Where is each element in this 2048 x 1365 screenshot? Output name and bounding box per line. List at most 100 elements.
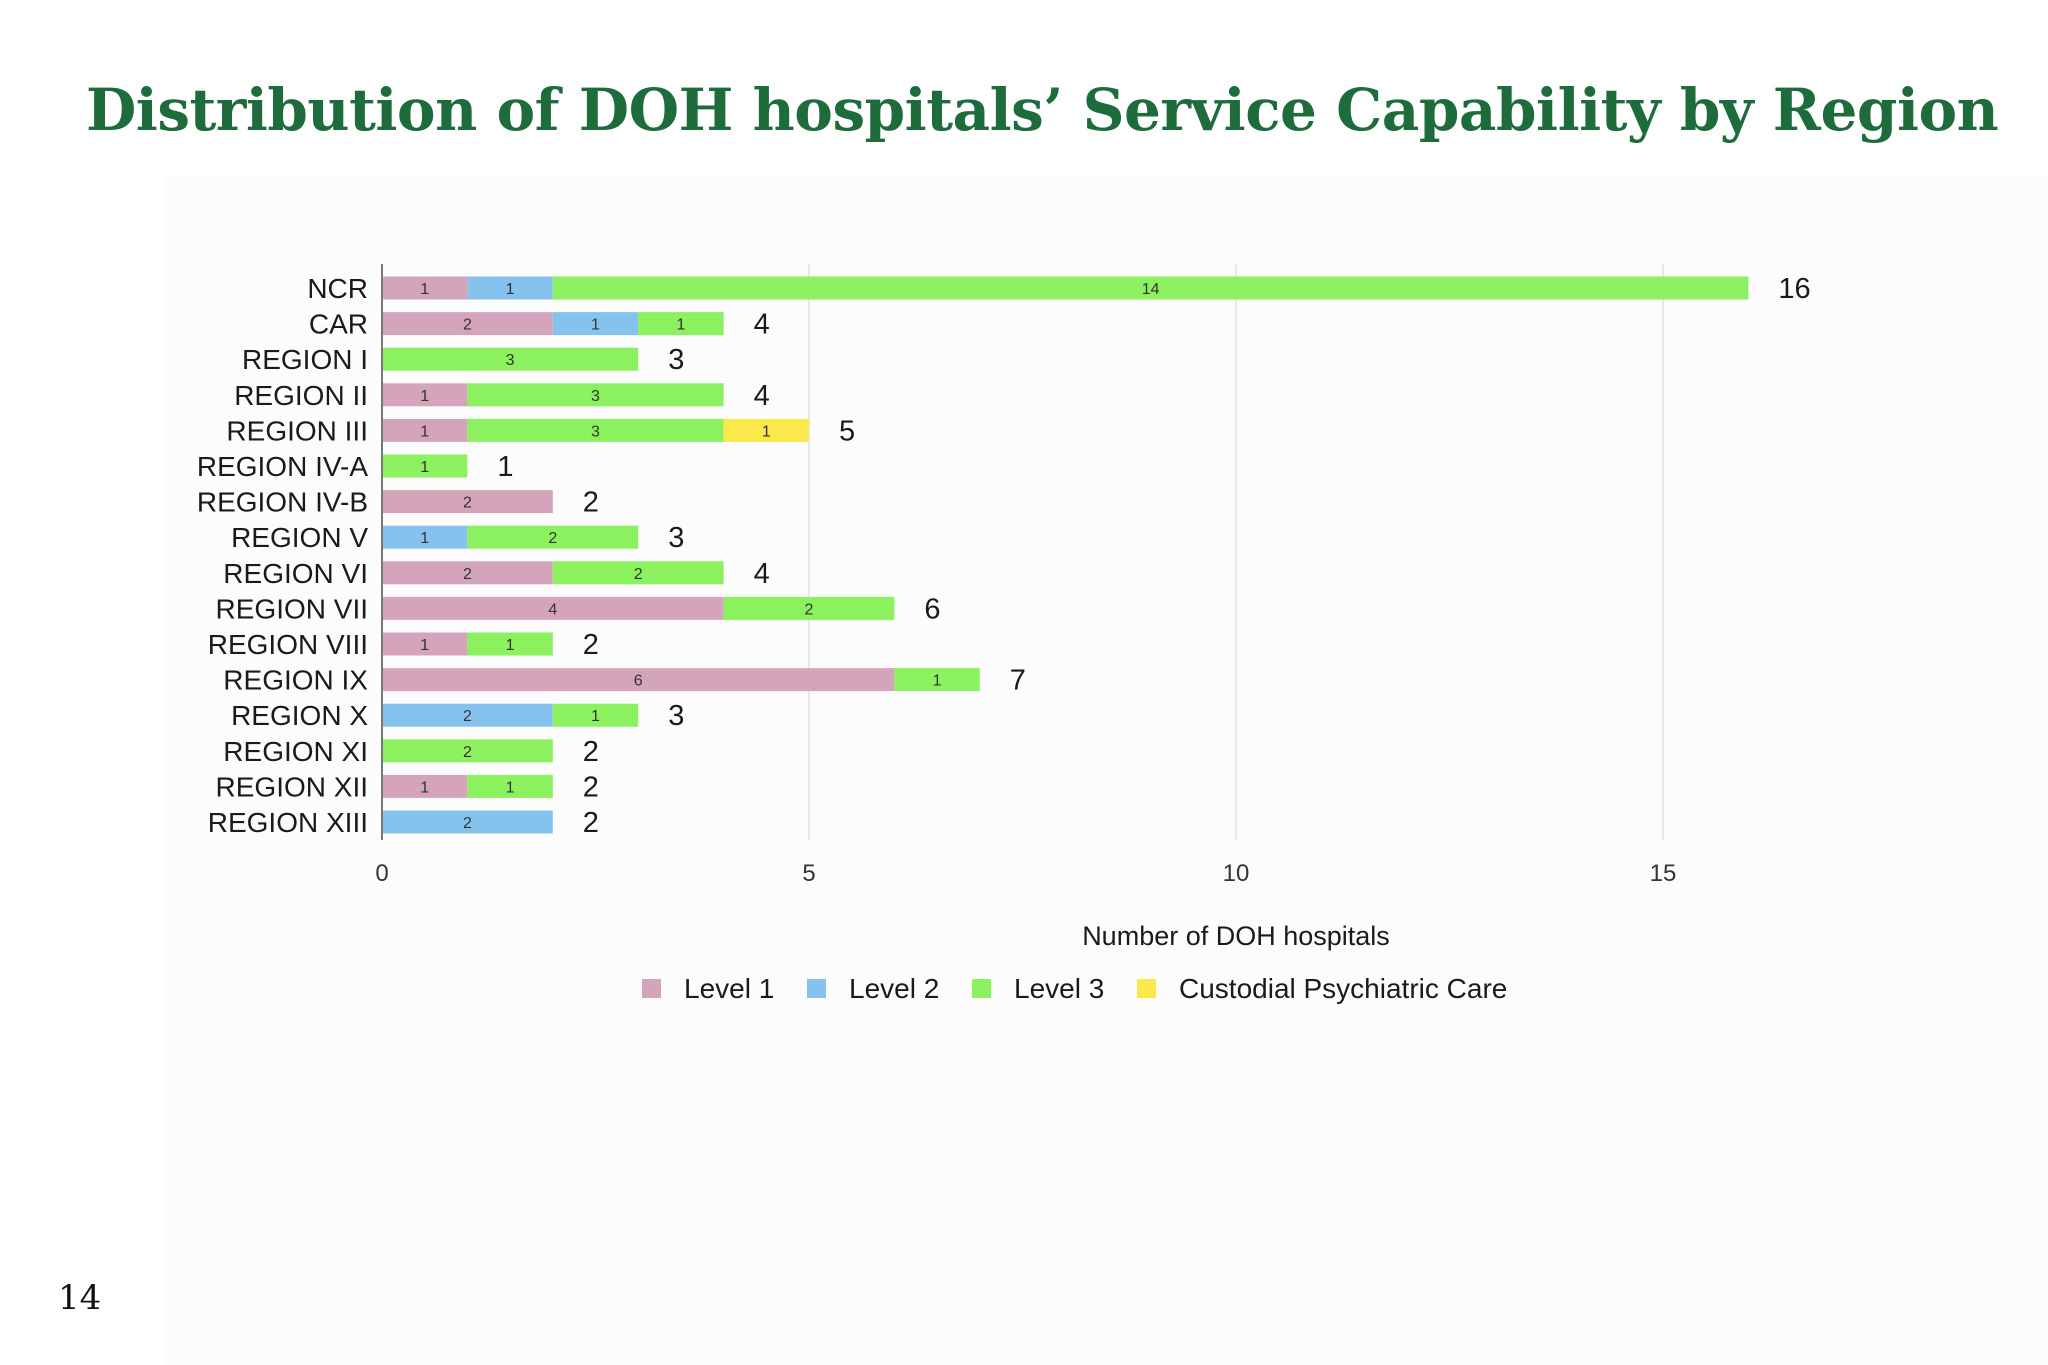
segment-data-label: 1	[420, 459, 429, 476]
bar-segment	[467, 418, 724, 442]
bar-segment	[382, 632, 468, 656]
segment-data-label: 1	[506, 779, 515, 796]
bar-segment	[894, 668, 980, 692]
total-data-label: 2	[583, 771, 599, 803]
grid-lines	[808, 264, 1664, 840]
total-data-label: 6	[924, 593, 940, 625]
legend-label: Custodial Psychiatric Care	[1179, 973, 1507, 1004]
bar-segment	[382, 312, 553, 336]
bar-segment	[552, 703, 639, 727]
segment-data-label: 2	[805, 601, 814, 618]
legend-swatch	[807, 979, 826, 998]
bar-segment	[467, 383, 724, 407]
legend-swatch	[1137, 979, 1156, 998]
segment-data-label: 2	[463, 495, 472, 512]
x-tick-label: 10	[1223, 860, 1250, 887]
bar-segment	[382, 561, 553, 585]
segment-data-label: 4	[548, 601, 557, 618]
category-label: REGION X	[231, 700, 368, 731]
category-label: NCR	[307, 273, 368, 304]
total-data-label: 7	[1010, 665, 1026, 697]
segment-data-label: 3	[591, 388, 600, 405]
segment-data-label: 2	[463, 744, 472, 761]
legend: Level 1 Level 2 Level 3 Custodial Psychiatr…	[642, 973, 1507, 1004]
x-axis-title: Number of DOH hospitals	[1082, 921, 1390, 951]
segment-data-label: 1	[420, 281, 429, 298]
segment-data-label: 1	[933, 673, 942, 690]
category-label: REGION VI	[223, 558, 368, 589]
segment-data-label: 1	[420, 530, 429, 547]
segment-data-label: 2	[634, 566, 643, 583]
total-data-label: 2	[583, 487, 599, 519]
category-label: REGION XIII	[208, 807, 368, 838]
category-label: REGION IV-A	[197, 451, 368, 482]
segment-data-label: 6	[634, 673, 643, 690]
segment-data-label: 1	[676, 317, 685, 334]
category-label: REGION II	[234, 380, 368, 411]
bar-segment	[382, 703, 553, 727]
total-data-label: 1	[497, 451, 513, 483]
category-label: REGION XI	[223, 736, 368, 767]
segment-data-label: 2	[463, 317, 472, 334]
total-data-label: 4	[754, 558, 770, 590]
bar-segment	[382, 668, 895, 692]
bar-segment	[382, 347, 639, 371]
bar-segment	[723, 418, 809, 442]
legend-label: Level 1	[684, 973, 774, 1004]
segment-data-label: 1	[591, 708, 600, 725]
bar-segment	[382, 739, 553, 763]
bar-segment	[382, 490, 553, 514]
category-label: REGION VIII	[208, 629, 368, 660]
segment-data-label: 3	[591, 423, 600, 440]
total-data-label: 2	[583, 629, 599, 661]
bar-segment	[638, 312, 724, 336]
total-data-label: 4	[754, 380, 770, 412]
category-label: REGION V	[231, 522, 368, 553]
bar-segment	[382, 383, 468, 407]
bar-segment	[552, 276, 1749, 300]
bar-segment	[382, 418, 468, 442]
category-label: CAR	[309, 309, 368, 340]
segment-data-label: 2	[463, 815, 472, 832]
bar-segment	[467, 525, 639, 549]
total-data-label: 5	[839, 415, 855, 447]
page-number: 14	[58, 1278, 102, 1318]
legend-swatch	[642, 979, 661, 998]
slide-title: Distribution of DOH hospitals’ Service C…	[86, 76, 1999, 144]
total-data-label: 3	[668, 700, 684, 732]
total-data-label: 4	[754, 309, 770, 341]
category-label: REGION IV-B	[197, 487, 368, 518]
segment-data-label: 1	[420, 388, 429, 405]
bar-segment	[382, 454, 468, 478]
segment-data-label: 1	[506, 281, 515, 298]
bar-segment	[467, 632, 553, 656]
segment-data-label: 1	[420, 779, 429, 796]
total-data-label: 3	[668, 344, 684, 376]
legend-label: Level 2	[849, 973, 939, 1004]
segment-data-label: 2	[463, 566, 472, 583]
legend-label: Level 3	[1014, 973, 1104, 1004]
total-data-label: 2	[583, 807, 599, 839]
category-label: REGION IX	[223, 665, 368, 696]
category-label: REGION VII	[216, 593, 368, 624]
total-data-label: 2	[583, 736, 599, 768]
segment-data-label: 1	[506, 637, 515, 654]
x-tick-label: 15	[1650, 860, 1677, 887]
bar-segment	[723, 596, 895, 620]
bar-segment	[382, 525, 468, 549]
bar-segment	[467, 276, 553, 300]
category-label: REGION I	[242, 344, 368, 375]
segment-data-label: 1	[591, 317, 600, 334]
bar-segment	[552, 312, 639, 336]
segment-data-label: 1	[420, 637, 429, 654]
segment-data-label: 2	[463, 708, 472, 725]
category-label: REGION XII	[216, 771, 368, 802]
bar-segment	[382, 810, 553, 834]
segment-data-label: 2	[548, 530, 557, 547]
segment-data-label: 3	[506, 352, 515, 369]
bar-segment	[382, 596, 724, 620]
segment-data-label: 1	[420, 423, 429, 440]
segment-data-label: 1	[762, 423, 771, 440]
